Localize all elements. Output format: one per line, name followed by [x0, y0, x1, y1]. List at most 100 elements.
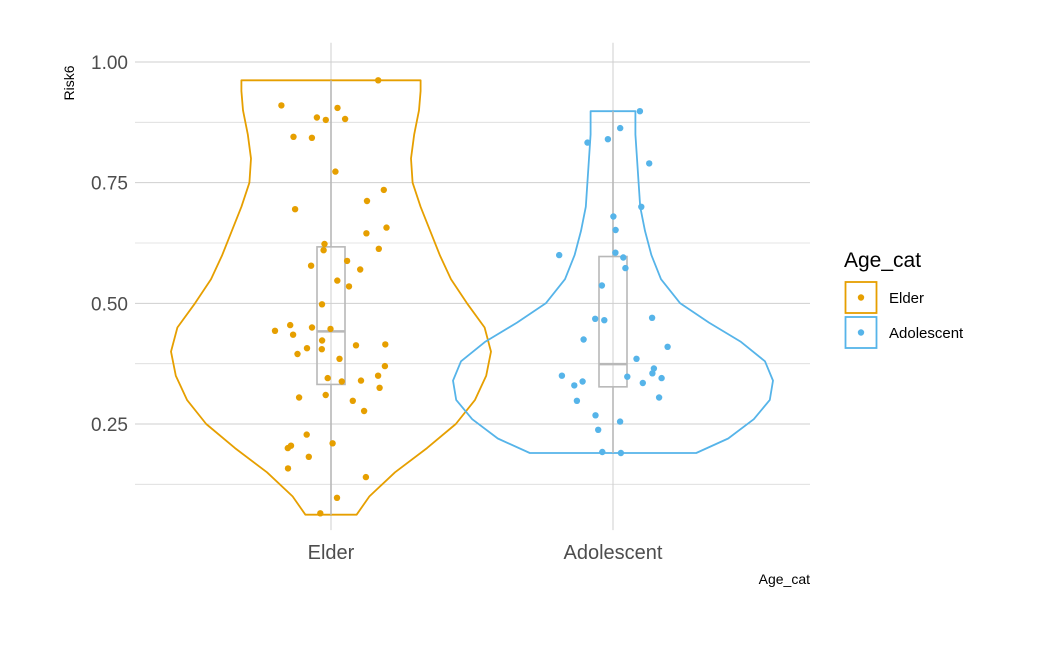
data-point-adolescent [612, 226, 619, 234]
data-point-adolescent [598, 282, 606, 289]
data-point-elder [374, 372, 382, 379]
data-point-adolescent [664, 343, 671, 350]
data-point-adolescent [584, 139, 591, 146]
box-iqr [598, 255, 628, 388]
gridlines [135, 42, 810, 531]
data-point-adolescent [558, 372, 566, 379]
data-point-elder [375, 77, 382, 84]
data-point-adolescent [610, 213, 617, 220]
violin-layer [170, 79, 774, 516]
data-point-elder [363, 197, 371, 205]
data-point-adolescent [617, 124, 624, 132]
y-tick-label: 0.25 [91, 415, 128, 436]
data-point-elder [284, 444, 291, 452]
data-point-elder [318, 301, 326, 308]
data-point-adolescent [573, 397, 581, 404]
data-point-elder [376, 384, 383, 391]
x-tick-label: Adolescent [564, 542, 663, 564]
data-point-elder [307, 262, 315, 269]
legend: Age_cat Elder Adolescent [844, 249, 964, 349]
data-point-elder [332, 168, 339, 175]
data-point-elder [317, 510, 324, 517]
x-axis-ticks: Elder Adolescent [308, 542, 663, 564]
data-point-elder [327, 325, 334, 333]
data-point-elder [305, 453, 312, 460]
data-point-elder [338, 378, 345, 385]
legend-label: Elder [889, 290, 924, 307]
data-point-elder [271, 327, 279, 334]
data-point-elder [352, 342, 360, 349]
data-point-elder [349, 397, 356, 404]
data-point-adolescent [592, 315, 599, 322]
data-point-elder [278, 102, 285, 109]
data-point-elder [308, 134, 316, 141]
data-point-adolescent [604, 136, 612, 143]
data-point-elder [363, 230, 370, 237]
data-point-adolescent [622, 264, 629, 272]
data-point-elder [333, 494, 341, 501]
data-point-adolescent [633, 355, 640, 362]
data-point-adolescent [556, 251, 563, 259]
data-point-elder [303, 431, 310, 438]
legend-key-point [857, 294, 865, 301]
data-point-elder [362, 473, 370, 481]
data-point-elder [343, 257, 351, 265]
data-point-adolescent [580, 336, 587, 343]
data-point-elder [294, 350, 301, 358]
data-point-elder [360, 407, 368, 415]
data-point-adolescent [636, 108, 644, 115]
data-point-elder [289, 331, 297, 338]
data-point-adolescent [571, 382, 578, 389]
data-point-elder [357, 266, 364, 273]
x-axis-title: Age_cat [759, 571, 810, 587]
y-tick-label: 0.50 [91, 294, 128, 315]
data-point-adolescent [648, 314, 656, 321]
data-point-elder [313, 114, 321, 121]
y-tick-label: 0.75 [91, 174, 128, 195]
data-point-adolescent [624, 373, 631, 380]
data-point-elder [345, 283, 353, 290]
box-iqr [316, 246, 346, 386]
data-point-adolescent [601, 317, 608, 324]
data-point-adolescent [579, 378, 586, 385]
data-point-elder [287, 321, 294, 329]
data-point-elder [381, 362, 389, 370]
data-point-elder [295, 394, 303, 401]
data-point-elder [308, 324, 316, 331]
legend-key-point [857, 329, 865, 336]
data-point-elder [375, 245, 382, 252]
data-point-adolescent [646, 160, 653, 167]
jitter-points-layer [271, 77, 671, 517]
data-point-adolescent [616, 418, 624, 425]
data-point-elder [334, 277, 341, 284]
data-point-elder [322, 116, 329, 124]
data-point-elder [318, 346, 325, 353]
data-point-elder [380, 186, 387, 194]
data-point-adolescent [595, 426, 602, 433]
data-point-elder [318, 337, 326, 344]
data-point-elder [290, 133, 297, 140]
data-point-elder [324, 374, 331, 382]
legend-title: Age_cat [844, 249, 921, 272]
data-point-elder [336, 355, 343, 362]
x-tick-label: Elder [308, 542, 355, 564]
data-point-adolescent [655, 394, 663, 401]
data-point-adolescent [638, 203, 645, 210]
data-point-adolescent [649, 370, 656, 377]
y-axis-title: Risk6 [61, 65, 77, 100]
data-point-elder [320, 247, 327, 254]
y-tick-label: 1.00 [91, 53, 128, 74]
data-point-elder [382, 341, 389, 348]
data-point-elder [322, 391, 329, 399]
data-point-adolescent [592, 412, 599, 419]
data-point-adolescent [617, 449, 625, 457]
data-point-adolescent [599, 448, 606, 456]
data-point-elder [291, 206, 299, 213]
data-point-adolescent [639, 379, 646, 387]
data-point-elder [341, 115, 349, 123]
data-point-elder [383, 224, 390, 231]
legend-label: Adolescent [889, 325, 964, 342]
data-point-adolescent [658, 374, 665, 382]
boxplot-layer [316, 80, 628, 515]
